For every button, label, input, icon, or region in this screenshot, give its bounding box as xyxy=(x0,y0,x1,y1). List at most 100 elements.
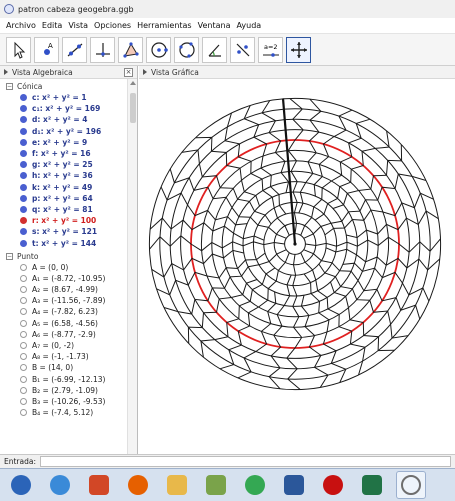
list-item[interactable]: r: x² + y² = 100 xyxy=(0,215,126,226)
polygon-tool-button[interactable] xyxy=(118,36,143,63)
visibility-toggle-icon[interactable] xyxy=(20,105,27,113)
grid-spoke[interactable] xyxy=(219,252,290,370)
angle-tool-button[interactable] xyxy=(202,36,227,63)
collapse-minus-icon[interactable]: − xyxy=(6,83,13,90)
grid-circle[interactable] xyxy=(252,201,338,287)
menu-herramientas[interactable]: Herramientas xyxy=(137,21,192,30)
list-item[interactable]: B₂ = (2.79, -1.09) xyxy=(0,385,126,396)
scroll-up-arrow-icon[interactable] xyxy=(130,81,136,85)
grid-circle[interactable] xyxy=(148,97,442,391)
word-taskbar-button[interactable] xyxy=(279,471,309,499)
move-tool-button[interactable] xyxy=(6,36,31,63)
collapse-minus-icon[interactable]: − xyxy=(6,252,13,260)
powerpoint-taskbar-button[interactable] xyxy=(84,471,114,499)
file-explorer-taskbar-button[interactable] xyxy=(162,471,192,499)
list-item[interactable]: c₁: x² + y² = 169 xyxy=(0,103,126,114)
group-conica[interactable]: − Cónica xyxy=(0,81,126,92)
grid-spoke[interactable] xyxy=(313,109,353,197)
grid-spoke[interactable] xyxy=(149,217,265,241)
grid-circle[interactable] xyxy=(242,191,348,297)
visibility-toggle-icon[interactable] xyxy=(20,409,27,417)
list-item[interactable]: A₈ = (-1, -1.73) xyxy=(0,351,126,362)
menu-opciones[interactable]: Opciones xyxy=(94,21,132,30)
grid-spoke[interactable] xyxy=(324,192,434,236)
grid-spoke[interactable] xyxy=(243,105,287,215)
visibility-toggle-icon[interactable] xyxy=(20,116,27,124)
grid-spoke[interactable] xyxy=(305,236,441,253)
close-icon[interactable]: × xyxy=(124,68,133,77)
grid-spoke[interactable] xyxy=(330,281,395,352)
visibility-toggle-icon[interactable] xyxy=(20,239,27,247)
geogebra-taskbar-button[interactable] xyxy=(396,471,426,499)
grid-spoke[interactable] xyxy=(318,263,409,339)
grid-circle[interactable] xyxy=(221,170,369,318)
grid-spoke[interactable] xyxy=(160,186,248,226)
grid-spoke[interactable] xyxy=(325,247,441,271)
list-item[interactable]: A = (0, 0) xyxy=(0,262,126,273)
list-item[interactable]: A₅ = (6.58, -4.56) xyxy=(0,318,126,329)
grid-spoke[interactable] xyxy=(298,98,322,214)
menu-ventana[interactable]: Ventana xyxy=(197,21,231,30)
visibility-toggle-icon[interactable] xyxy=(20,353,27,361)
slider-tool-button[interactable]: a=2 xyxy=(258,36,283,63)
list-item[interactable]: c: x² + y² = 1 xyxy=(0,92,126,103)
grid-spoke[interactable] xyxy=(237,291,277,379)
grid-spoke[interactable] xyxy=(300,295,329,388)
visibility-toggle-icon[interactable] xyxy=(20,150,27,158)
grid-spoke[interactable] xyxy=(303,273,347,383)
visibility-toggle-icon[interactable] xyxy=(20,342,27,350)
list-item[interactable]: d: x² + y² = 4 xyxy=(0,114,126,125)
list-item[interactable]: B₄ = (-7.4, 5.12) xyxy=(0,407,126,418)
grid-spoke[interactable] xyxy=(300,118,371,236)
visibility-toggle-icon[interactable] xyxy=(20,386,27,394)
reflect-tool-button[interactable] xyxy=(230,36,255,63)
list-item[interactable]: k: x² + y² = 49 xyxy=(0,182,126,193)
grid-spoke[interactable] xyxy=(149,235,285,252)
grid-spoke[interactable] xyxy=(224,112,290,236)
circle-center-tool-button[interactable] xyxy=(146,36,171,63)
record-taskbar-button[interactable] xyxy=(318,471,348,499)
grid-circle[interactable] xyxy=(180,129,410,359)
list-item[interactable]: B₁ = (-6.99, -12.13) xyxy=(0,374,126,385)
graphics-view[interactable] xyxy=(139,79,455,454)
grid-spoke[interactable] xyxy=(163,249,287,315)
list-item[interactable]: B₃ = (-10.26, -9.53) xyxy=(0,396,126,407)
visibility-toggle-icon[interactable] xyxy=(20,263,27,271)
grid-spoke[interactable] xyxy=(200,267,276,358)
menu-vista[interactable]: Vista xyxy=(68,21,89,30)
scroll-thumb[interactable] xyxy=(130,93,136,123)
perpendicular-tool-button[interactable] xyxy=(90,36,115,63)
menu-archivo[interactable]: Archivo xyxy=(6,21,36,30)
grid-spoke[interactable] xyxy=(287,98,304,234)
list-item[interactable]: q: x² + y² = 81 xyxy=(0,204,126,215)
visibility-toggle-icon[interactable] xyxy=(20,183,27,191)
visibility-toggle-icon[interactable] xyxy=(20,194,27,202)
grid-spoke[interactable] xyxy=(261,100,290,193)
line-tool-button[interactable] xyxy=(62,36,87,63)
move-graphics-tool-button[interactable] xyxy=(286,36,311,63)
list-item[interactable]: d₁: x² + y² = 196 xyxy=(0,126,126,137)
grid-spoke[interactable] xyxy=(151,249,244,278)
list-item[interactable]: e: x² + y² = 9 xyxy=(0,137,126,148)
list-item[interactable]: t: x² + y² = 144 xyxy=(0,237,126,248)
list-item[interactable]: g: x² + y² = 25 xyxy=(0,159,126,170)
collapse-triangle-icon[interactable] xyxy=(4,69,8,75)
grid-circle[interactable] xyxy=(273,222,317,266)
list-item[interactable]: A₇ = (0, -2) xyxy=(0,340,126,351)
list-item[interactable]: A₂ = (8.67, -4.99) xyxy=(0,284,126,295)
grid-spoke[interactable] xyxy=(332,144,403,209)
group-punto[interactable]: − Punto xyxy=(0,251,126,262)
algebra-scrollbar[interactable] xyxy=(127,79,137,454)
grid-spoke[interactable] xyxy=(181,149,272,225)
grid-spoke[interactable] xyxy=(286,254,303,390)
grid-circle[interactable] xyxy=(263,212,327,276)
visibility-toggle-icon[interactable] xyxy=(20,364,27,372)
grid-spoke[interactable] xyxy=(303,249,421,320)
internet-explorer-taskbar-button[interactable] xyxy=(45,471,75,499)
visibility-toggle-icon[interactable] xyxy=(20,330,27,338)
list-item[interactable]: s: x² + y² = 121 xyxy=(0,226,126,237)
list-item[interactable]: B = (14, 0) xyxy=(0,362,126,373)
grid-spoke[interactable] xyxy=(169,168,287,239)
grid-spoke[interactable] xyxy=(314,130,390,221)
paint-taskbar-button[interactable] xyxy=(201,471,231,499)
